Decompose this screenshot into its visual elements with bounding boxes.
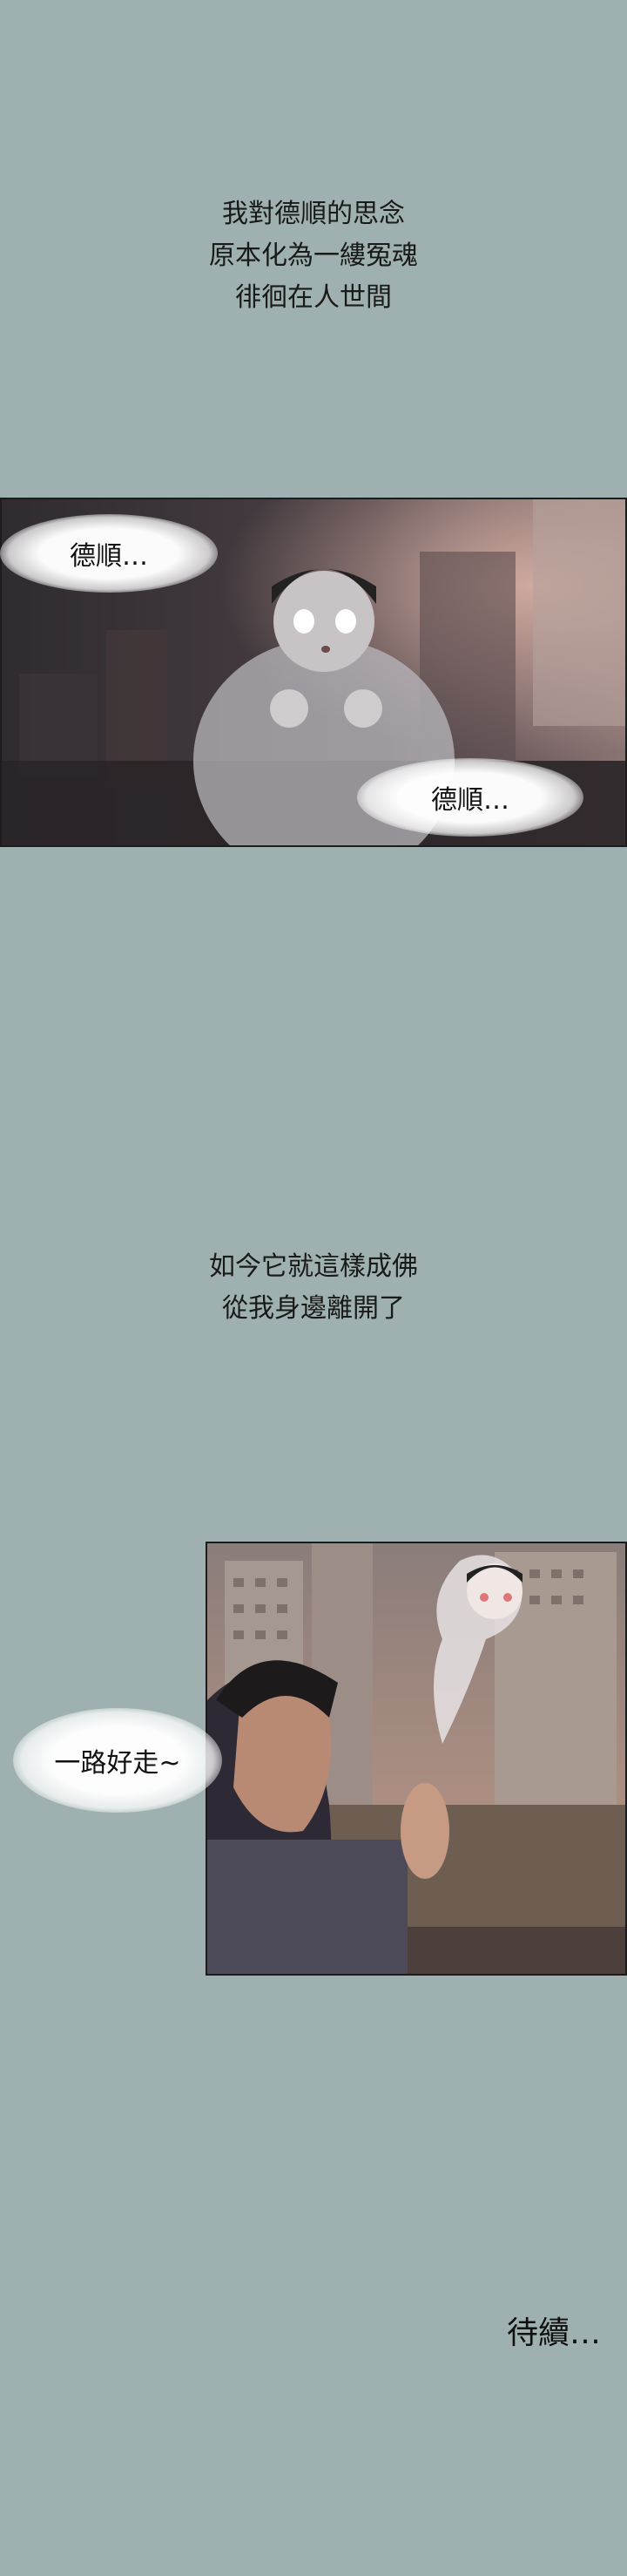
caption-1-line: 我對德順的思念 [222, 199, 405, 229]
caption-2-line: 從我身邊離開了 [222, 1293, 405, 1324]
panel-2-art [207, 1543, 625, 1974]
speech-bubble-3: 一路好走~ [13, 1708, 222, 1813]
to-be-continued: 待續… [506, 2315, 601, 2351]
caption-2: 如今它就這樣成佛 從我身邊離開了 [0, 1246, 627, 1330]
caption-1-line: 徘徊在人世間 [235, 282, 392, 313]
comic-panel-2 [206, 1542, 627, 1976]
caption-2-line: 如今它就這樣成佛 [209, 1251, 418, 1282]
speech-bubble-2: 德順… [357, 758, 583, 837]
speech-bubble-1: 德順… [0, 514, 218, 593]
caption-1-line: 原本化為一縷冤魂 [209, 241, 418, 271]
caption-1: 我對德順的思念 原本化為一縷冤魂 徘徊在人世間 [0, 193, 627, 319]
